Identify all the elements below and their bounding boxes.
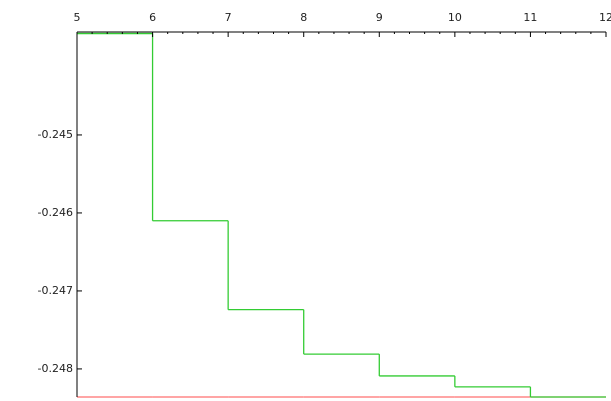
x-tick-label: 10: [448, 11, 462, 24]
y-tick-label: -0.246: [38, 206, 73, 219]
x-tick-label: 8: [300, 11, 307, 24]
y-tick-label: -0.245: [38, 128, 73, 141]
x-tick-label: 12: [599, 11, 611, 24]
y-tick-label: -0.248: [38, 362, 73, 375]
x-tick-label: 7: [225, 11, 232, 24]
x-tick-label: 11: [523, 11, 537, 24]
x-tick-label: 5: [74, 11, 81, 24]
x-tick-label: 9: [376, 11, 383, 24]
y-tick-label: -0.247: [38, 284, 73, 297]
x-tick-label: 6: [149, 11, 156, 24]
